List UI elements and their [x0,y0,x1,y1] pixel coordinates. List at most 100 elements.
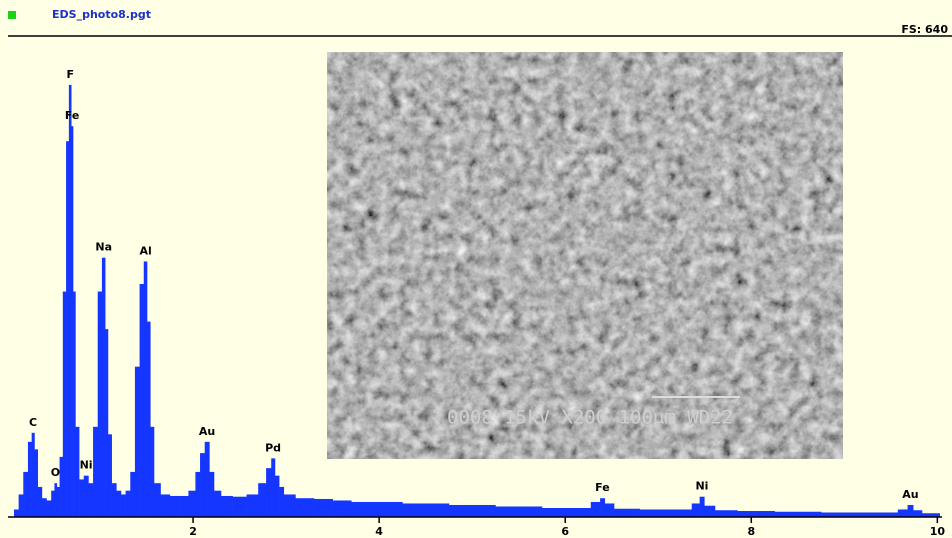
peak-label: Ni [80,459,93,472]
spectrum-bar [170,496,180,517]
spectrum-bar [28,442,32,517]
spectrum-bar [449,505,496,517]
spectrum-bar [154,483,161,517]
x-tick-label: 4 [375,525,383,538]
spectrum-bar [591,502,601,517]
spectrum-bar [898,509,908,517]
x-tick-label: 2 [189,525,197,538]
spectrum-bar [575,508,592,517]
spectrum-bar [135,367,140,517]
peak-label: Ni [695,480,708,493]
spectrum-bar [150,427,154,517]
file-title: EDS_photo8.pgt [52,8,151,21]
spectrum-bar [108,434,112,517]
spectrum-bar [188,491,195,517]
spectrum-bar [704,506,715,517]
spectrum-bar [75,427,79,517]
spectrum-bar [38,487,42,517]
spectrum-bar [84,476,89,517]
peak-label: Fe [595,481,610,494]
spectrum-bar [640,509,673,517]
spectrum-bar [351,502,370,517]
peak-label: Pd [265,441,281,454]
spectrum-bar [105,329,108,517]
spectrum-bar [737,511,775,517]
inset-caption: 0008 15kV X200 100μm WD22 [447,407,733,429]
peak-label: Au [902,488,918,501]
spectrum-bar [63,292,67,517]
spectrum-bar [908,505,914,517]
spectrum-bar [333,500,352,517]
spectrum-bar [314,499,333,517]
spectrum-bar [692,503,700,517]
spectrum-bar [258,483,266,517]
spectrum-bar [542,508,575,517]
spectrum-bar [233,497,247,517]
peak-label: Fe [65,109,80,122]
peak-label: F [67,68,75,81]
spectrum-bar [112,483,117,517]
spectrum-bar [60,457,64,517]
spectrum-bar [221,496,233,517]
spectrum-bar [495,506,542,517]
spectrum-bar [47,500,52,517]
spectrum-bar [775,512,822,517]
peak-label: Au [199,425,215,438]
spectrum-bar [913,510,922,517]
spectrum-bar [271,458,275,517]
spectrum-bar [98,292,102,517]
spectrum-bar [126,491,131,517]
spectrum-bar [121,494,126,517]
chart: EDS_photo8.pgt FS: 640 0008 15kV X200 10… [0,0,952,538]
spectrum-bar [700,497,705,517]
spectrum-bar [715,510,738,517]
sem-image [327,52,843,459]
spectrum-bar [116,491,121,517]
spectrum-bar [672,509,692,517]
x-tick-label: 10 [930,525,946,538]
peak-label: O [51,466,60,479]
spectrum-bar [295,498,314,517]
spectrum-bar [54,483,57,517]
spectrum-bar [42,498,47,517]
status-square [8,11,16,19]
spectrum-bar [614,509,640,517]
spectrum-bar [79,479,84,517]
spectrum-bar [195,472,200,517]
spectrum-bar [214,491,221,517]
spectrum-bar [57,487,60,517]
full-scale-label: FS: 640 [901,23,948,36]
spectrum-bar [140,284,144,517]
spectrum-bar [284,494,296,517]
spectrum-bar [71,126,73,517]
spectrum-bar [32,433,35,517]
spectrum-bar [144,261,148,517]
spectrum-bar [266,468,271,517]
spectrum-bar [179,496,189,517]
spectrum-bar [73,292,76,517]
spectrum-bar [19,494,24,517]
spectrum-bar [605,503,615,517]
spectrum-bar [247,494,259,517]
peak-label: C [29,416,37,429]
x-tick-label: 8 [747,525,755,538]
spectrum-bar [23,472,28,517]
spectrum-bar [209,472,214,517]
spectrum-bar [88,483,93,517]
spectrum-bar [66,141,69,517]
x-tick-label: 6 [561,525,569,538]
spectrum-bar [402,503,449,517]
peak-label: Al [139,244,151,257]
spectrum-bar [93,427,98,517]
spectrum-bar [279,487,284,517]
spectrum-bar [200,453,205,517]
spectrum-bar [600,498,605,517]
spectrum-bar [147,322,151,517]
spectrum-bar [205,442,210,517]
sem-inset: 0008 15kV X200 100μm WD22 [327,52,843,459]
peak-label: Na [95,241,112,254]
spectrum-bar [161,494,171,517]
spectrum-bar [14,509,19,517]
spectrum-bar [275,476,279,517]
spectrum-bar [102,258,106,517]
